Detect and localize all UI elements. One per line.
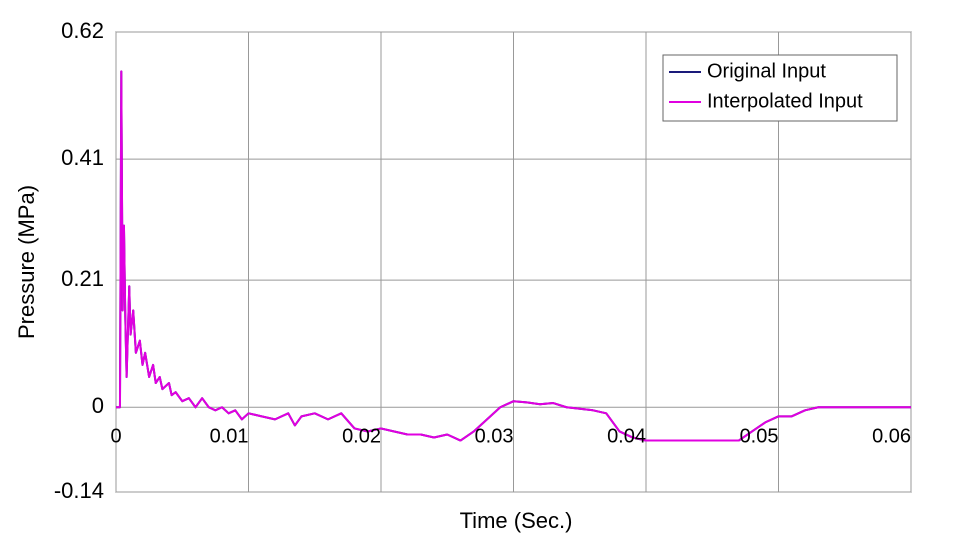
series-line bbox=[116, 70, 911, 442]
legend-label: Original Input bbox=[707, 60, 826, 82]
y-tick-label: 0.41 bbox=[61, 145, 104, 170]
x-tick-label: 0.04 bbox=[607, 426, 646, 448]
y-tick-label: -0.14 bbox=[54, 478, 104, 503]
x-tick-label: 0.02 bbox=[342, 426, 381, 448]
x-axis-label: Time (Sec.) bbox=[460, 508, 573, 533]
y-axis-label: Pressure (MPa) bbox=[14, 185, 39, 339]
y-tick-label: 0.62 bbox=[61, 18, 104, 43]
legend: Original Input Interpolated Input bbox=[662, 54, 898, 122]
legend-box bbox=[662, 54, 898, 122]
x-tick-label: 0.05 bbox=[740, 426, 779, 448]
lines bbox=[116, 70, 911, 442]
x-tick-label: 0.06 bbox=[872, 426, 911, 448]
y-tick-label: 0.21 bbox=[61, 266, 104, 291]
y-tick-label: 0 bbox=[92, 393, 104, 418]
legend-label: Interpolated Input bbox=[707, 90, 863, 112]
grid bbox=[115, 31, 912, 493]
x-tick-label: 0.03 bbox=[475, 426, 514, 448]
x-tick-label: 0.01 bbox=[210, 426, 249, 448]
x-tick-label: 0 bbox=[110, 426, 121, 448]
labels: -0.14 0 0.21 0.41 0.62 0 0.01 0.02 0.03 0.04 0.05 0… bbox=[54, 18, 911, 503]
